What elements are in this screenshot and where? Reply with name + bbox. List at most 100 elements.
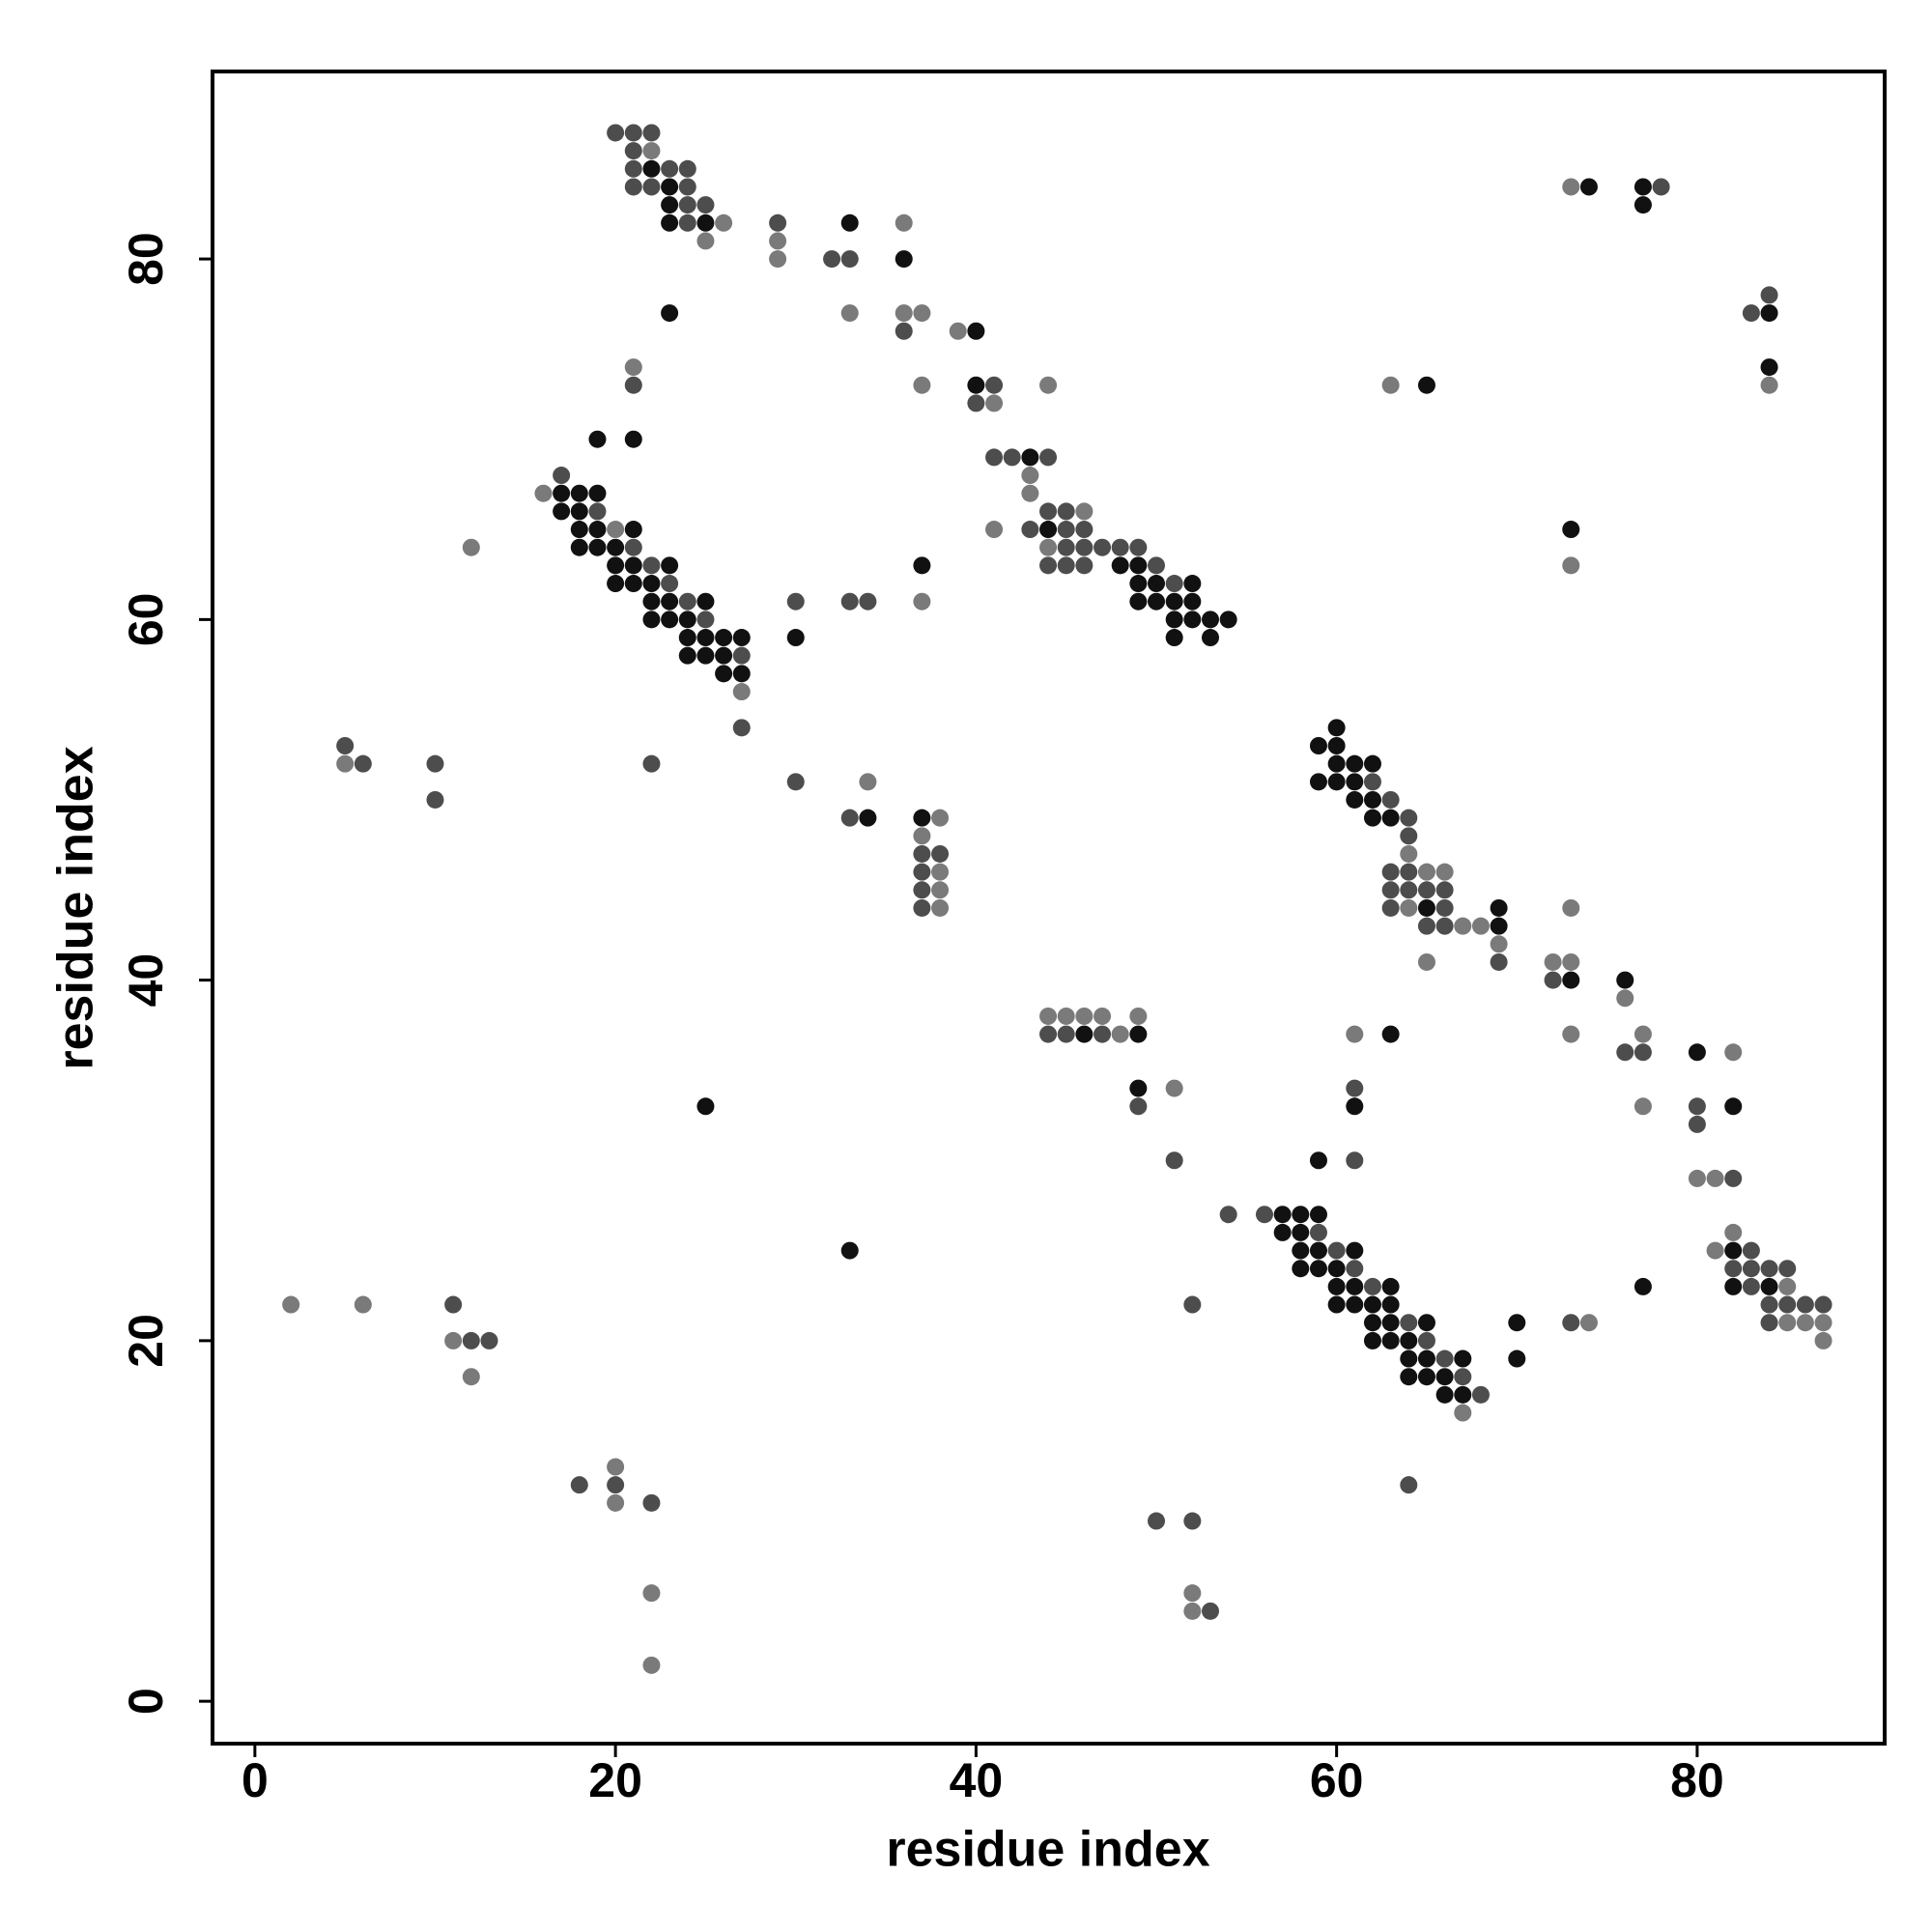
contact-point: [967, 394, 985, 412]
contact-point: [1435, 1385, 1454, 1404]
contact-point: [985, 521, 1004, 539]
contact-point: [1021, 448, 1039, 467]
contact-point: [1381, 1314, 1400, 1332]
y-axis-title: residue index: [48, 746, 104, 1069]
contact-point: [840, 809, 859, 827]
contact-point: [949, 322, 967, 340]
contact-point: [1562, 178, 1580, 196]
contact-point: [570, 484, 588, 502]
contact-point: [588, 521, 607, 539]
contact-point: [1129, 1007, 1148, 1025]
contact-point: [840, 592, 859, 611]
contact-point: [1129, 575, 1148, 593]
contact-point: [1039, 376, 1058, 394]
contact-point: [1363, 773, 1381, 791]
contact-point: [1075, 1025, 1094, 1043]
contact-point: [715, 213, 733, 232]
contact-point: [1381, 790, 1400, 809]
contact-point: [1273, 1223, 1292, 1241]
contact-point: [931, 898, 950, 917]
contact-point: [967, 376, 985, 394]
contact-point: [1346, 754, 1364, 773]
contact-point: [1327, 736, 1346, 754]
contact-point: [661, 575, 679, 593]
contact-point: [642, 611, 661, 629]
contact-point: [1057, 538, 1075, 556]
contact-point: [642, 159, 661, 178]
contact-point: [1562, 971, 1580, 989]
contact-point: [661, 196, 679, 214]
contact-point: [607, 521, 625, 539]
contact-point: [1075, 521, 1094, 539]
contact-point: [1381, 1331, 1400, 1350]
contact-point: [1417, 1350, 1435, 1368]
contact-point: [570, 521, 588, 539]
contact-point: [1183, 575, 1202, 593]
contact-point: [1400, 1476, 1418, 1494]
contact-point: [1688, 1043, 1706, 1062]
contact-point: [661, 178, 679, 196]
contact-point: [570, 538, 588, 556]
contact-point: [786, 592, 805, 611]
contact-point: [1742, 1260, 1760, 1278]
contact-point: [1454, 1404, 1472, 1422]
contact-point: [1363, 1295, 1381, 1314]
contact-point: [1742, 304, 1760, 323]
contact-point: [1309, 773, 1327, 791]
contact-point: [1454, 1385, 1472, 1404]
contact-point: [1346, 1025, 1364, 1043]
contact-point: [715, 629, 733, 647]
contact-point: [1381, 1277, 1400, 1295]
contact-point: [1129, 538, 1148, 556]
contact-point: [1363, 1331, 1381, 1350]
contact-point: [1471, 917, 1490, 935]
contact-point: [696, 646, 715, 665]
contact-point: [624, 159, 642, 178]
x-tick-label: 60: [1310, 1753, 1364, 1807]
contact-point: [678, 646, 696, 665]
contact-point: [1562, 1025, 1580, 1043]
contact-point: [1490, 935, 1508, 953]
contact-point: [913, 863, 931, 881]
contact-point: [1346, 1097, 1364, 1116]
contact-point: [642, 592, 661, 611]
contact-point: [1255, 1206, 1273, 1224]
contact-point: [1400, 881, 1418, 899]
contact-point: [913, 376, 931, 394]
contact-point: [1039, 538, 1058, 556]
contact-point: [1634, 1277, 1652, 1295]
contact-point: [913, 304, 931, 323]
contact-point: [1057, 1007, 1075, 1025]
contact-point: [1327, 754, 1346, 773]
contact-point: [1148, 1512, 1166, 1530]
contact-point: [1435, 863, 1454, 881]
contact-point: [607, 1476, 625, 1494]
contact-point: [913, 556, 931, 575]
contact-point: [715, 665, 733, 683]
contact-point: [1039, 448, 1058, 467]
contact-point: [696, 1097, 715, 1116]
contact-point: [1057, 502, 1075, 521]
contact-point: [1417, 898, 1435, 917]
contact-point: [607, 1458, 625, 1476]
contact-point: [1003, 448, 1021, 467]
contact-point: [859, 773, 877, 791]
contact-point: [1814, 1314, 1833, 1332]
contact-point: [1292, 1260, 1310, 1278]
contact-point: [607, 1493, 625, 1512]
contact-point: [1562, 952, 1580, 971]
contact-point: [624, 521, 642, 539]
contact-point: [1400, 827, 1418, 845]
contact-point: [769, 213, 787, 232]
contact-point: [661, 304, 679, 323]
contact-point: [1417, 917, 1435, 935]
contact-point: [696, 213, 715, 232]
contact-point: [1363, 1314, 1381, 1332]
contact-point: [732, 719, 751, 737]
contact-point: [931, 881, 950, 899]
contact-point: [1760, 1295, 1778, 1314]
contact-point: [1562, 521, 1580, 539]
contact-point: [282, 1295, 300, 1314]
contact-point: [426, 754, 444, 773]
contact-point: [1417, 1368, 1435, 1386]
